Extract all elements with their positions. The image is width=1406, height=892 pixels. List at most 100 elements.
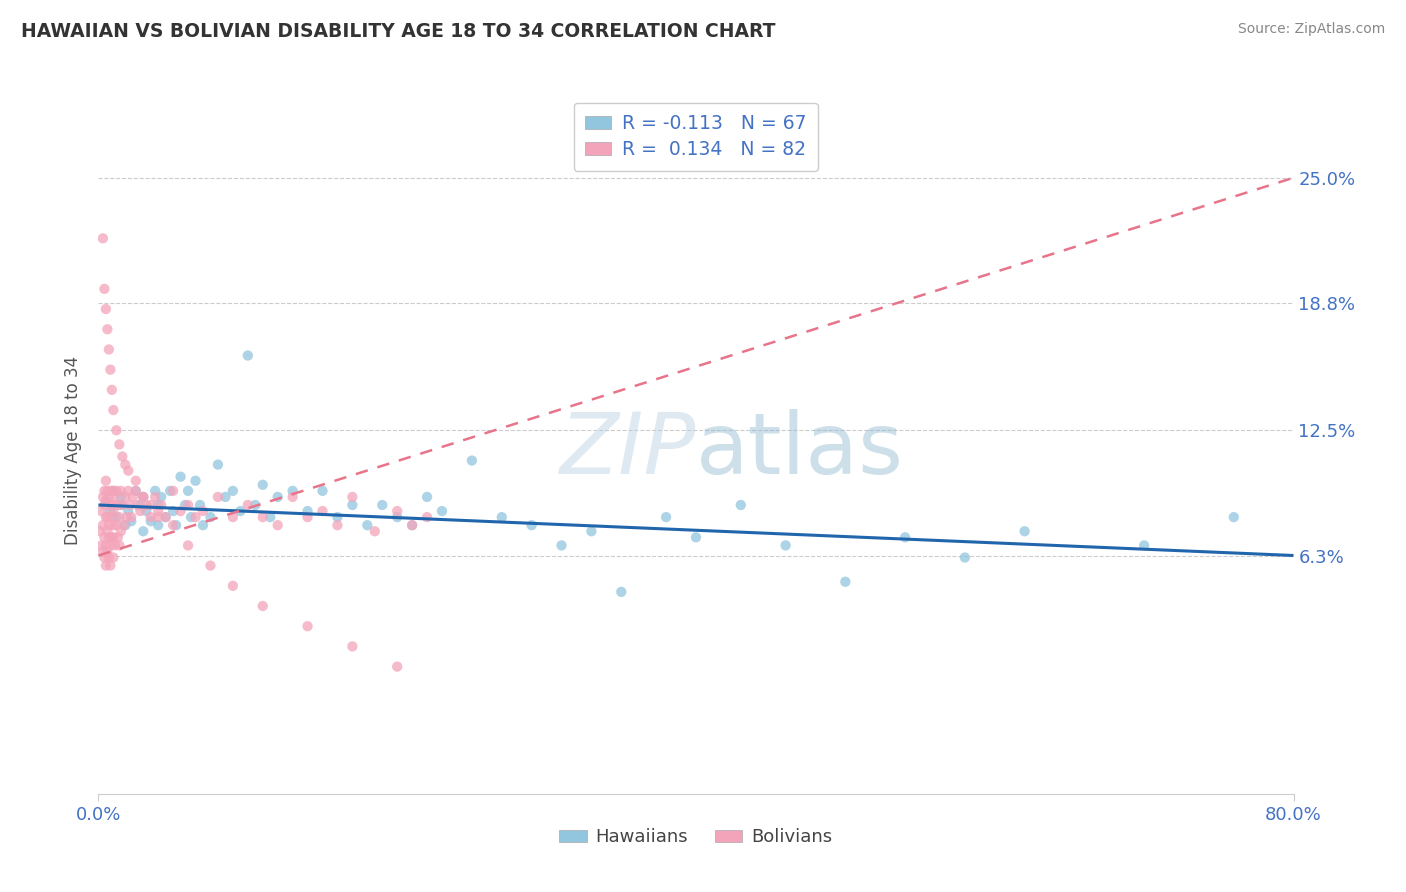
Point [297,619,319,633]
Point [97,518,120,533]
Point [93,530,115,544]
Point [96,524,118,539]
Point [94,538,117,552]
Point [117,464,139,478]
Point [108,510,131,524]
Point [222,510,245,524]
Point [311,504,333,518]
Point [98,538,122,552]
Point [155,510,177,524]
Point [267,490,290,504]
Point [385,659,409,673]
Point [655,510,678,524]
Point [148,510,170,524]
Point [162,483,184,498]
Point [174,498,197,512]
Point [103,550,125,565]
Point [191,504,214,518]
Point [94,494,117,508]
Point [110,524,132,539]
Point [245,498,267,512]
Point [207,490,229,504]
Point [159,483,181,498]
Point [326,518,349,533]
Point [953,550,976,565]
Point [177,538,200,552]
Point [96,322,118,336]
Point [103,483,125,498]
Point [111,450,134,464]
Point [326,510,349,524]
Point [281,490,304,504]
Point [103,483,125,498]
Text: atlas: atlas [696,409,904,492]
Point [135,504,157,518]
Point [93,282,115,296]
Point [94,494,117,508]
Point [775,538,797,552]
Point [103,518,125,533]
Point [236,498,259,512]
Point [139,498,162,512]
Point [520,518,543,533]
Point [169,469,191,483]
Point [98,558,122,573]
Point [150,498,173,512]
Point [259,510,281,524]
Point [730,498,752,512]
Point [118,498,141,512]
Point [94,510,117,524]
Point [110,490,132,504]
Point [114,458,136,472]
Point [105,510,128,524]
Point [184,474,207,488]
Point [139,510,162,524]
Point [117,504,139,518]
Point [103,498,125,512]
Point [297,504,319,518]
Point [132,490,155,504]
Point [91,544,114,558]
Point [93,483,115,498]
Point [430,504,453,518]
Point [281,483,304,498]
Point [90,504,112,518]
Point [177,483,200,498]
Point [108,538,131,552]
Point [108,437,131,451]
Point [1133,538,1156,552]
Point [311,483,333,498]
Point [188,498,211,512]
Point [184,510,207,524]
Point [165,518,187,533]
Point [90,538,112,552]
Point [105,483,128,498]
Point [356,518,378,533]
Point [101,530,124,544]
Point [98,362,122,376]
Point [342,490,364,504]
Point [94,474,117,488]
Point [834,574,856,589]
Point [135,498,157,512]
Point [98,483,122,498]
Point [97,490,120,504]
Point [91,518,114,533]
Point [127,498,149,512]
Point [252,477,274,491]
Point [401,518,423,533]
Point [148,504,170,518]
Point [132,524,155,539]
Point [96,510,118,524]
Point [1014,524,1036,539]
Point [107,498,129,512]
Legend: Hawaiians, Bolivians: Hawaiians, Bolivians [553,822,839,854]
Point [491,510,513,524]
Point [685,530,707,544]
Point [104,490,127,504]
Y-axis label: Disability Age 18 to 34: Disability Age 18 to 34 [65,356,83,545]
Point [104,538,127,552]
Point [125,483,148,498]
Point [252,510,274,524]
Point [94,558,117,573]
